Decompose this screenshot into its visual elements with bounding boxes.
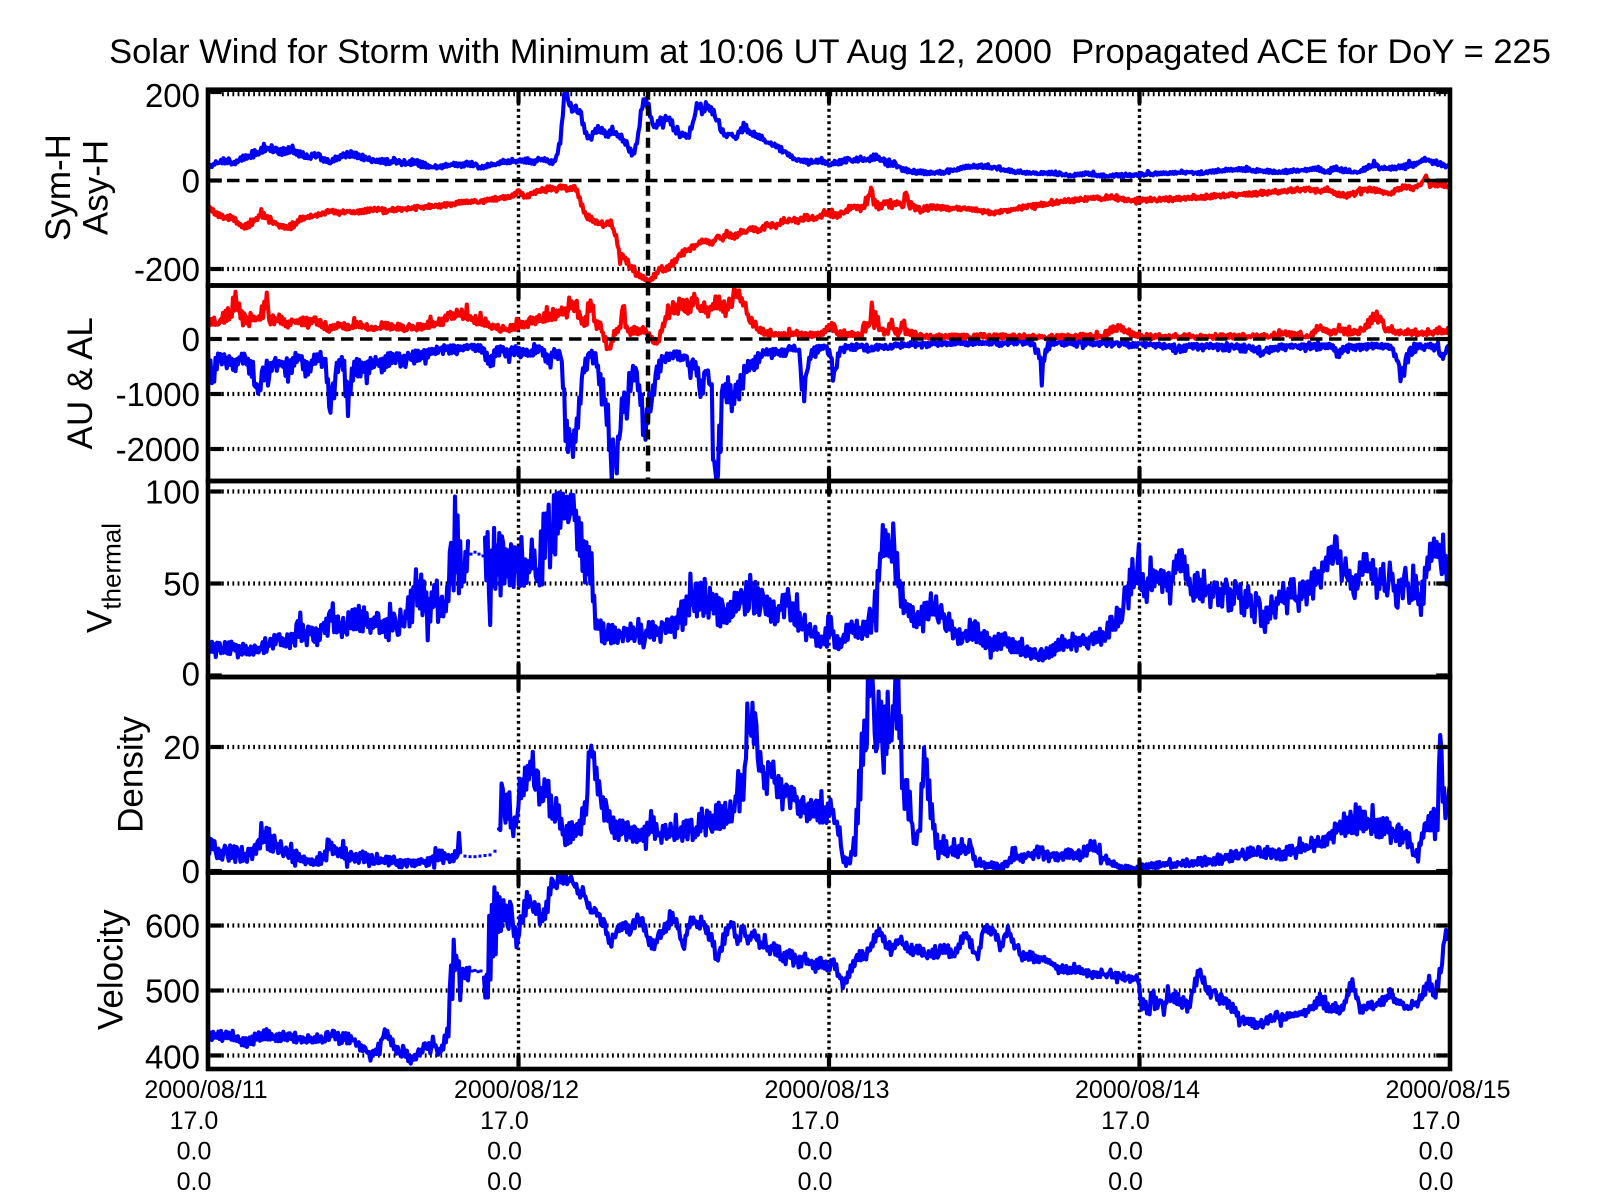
- svg-text:0.0: 0.0: [1108, 1168, 1143, 1196]
- svg-text:0: 0: [182, 321, 200, 358]
- svg-text:17.0: 17.0: [480, 1107, 529, 1135]
- svg-text:17.0: 17.0: [1412, 1107, 1461, 1135]
- svg-text:0.0: 0.0: [798, 1138, 833, 1166]
- svg-text:0.0: 0.0: [487, 1138, 522, 1166]
- svg-text:0.0: 0.0: [798, 1168, 833, 1196]
- svg-text:400: 400: [145, 1038, 200, 1075]
- svg-text:0.0: 0.0: [177, 1138, 212, 1166]
- svg-text:200: 200: [145, 77, 200, 114]
- svg-text:17.0: 17.0: [170, 1107, 219, 1135]
- svg-text:Density: Density: [112, 716, 151, 833]
- svg-text:2000/08/13: 2000/08/13: [764, 1076, 889, 1104]
- svg-text:Sym-H: Sym-H: [39, 134, 78, 241]
- svg-text:0: 0: [182, 162, 200, 199]
- svg-text:100: 100: [145, 473, 200, 510]
- svg-text:0.0: 0.0: [1419, 1138, 1454, 1166]
- svg-text:2000/08/15: 2000/08/15: [1385, 1076, 1510, 1104]
- svg-text:50: 50: [163, 565, 200, 602]
- svg-text:20: 20: [163, 729, 200, 766]
- svg-text:17.0: 17.0: [1101, 1107, 1150, 1135]
- svg-text:0: 0: [182, 655, 200, 692]
- svg-text:-2000: -2000: [116, 431, 200, 468]
- svg-text:500: 500: [145, 972, 200, 1009]
- svg-text:2000/08/11: 2000/08/11: [144, 1076, 267, 1104]
- svg-text:Solar Wind for Storm with Mini: Solar Wind for Storm with Minimum at 10:…: [109, 33, 1551, 71]
- svg-text:0.0: 0.0: [1419, 1168, 1454, 1196]
- svg-text:17.0: 17.0: [791, 1107, 840, 1135]
- svg-text:0.0: 0.0: [487, 1168, 522, 1196]
- svg-text:2000/08/14: 2000/08/14: [1075, 1076, 1200, 1104]
- svg-text:0: 0: [182, 853, 200, 890]
- svg-text:Asy-H: Asy-H: [77, 140, 116, 235]
- svg-text:Velocity: Velocity: [92, 909, 131, 1030]
- svg-text:AU & AL: AU & AL: [61, 317, 100, 449]
- svg-text:0.0: 0.0: [177, 1168, 212, 1196]
- svg-text:600: 600: [145, 907, 200, 944]
- svg-text:0.0: 0.0: [1108, 1138, 1143, 1166]
- svg-text:-200: -200: [134, 251, 200, 288]
- svg-text:-1000: -1000: [116, 376, 200, 413]
- svg-text:2000/08/12: 2000/08/12: [454, 1076, 579, 1104]
